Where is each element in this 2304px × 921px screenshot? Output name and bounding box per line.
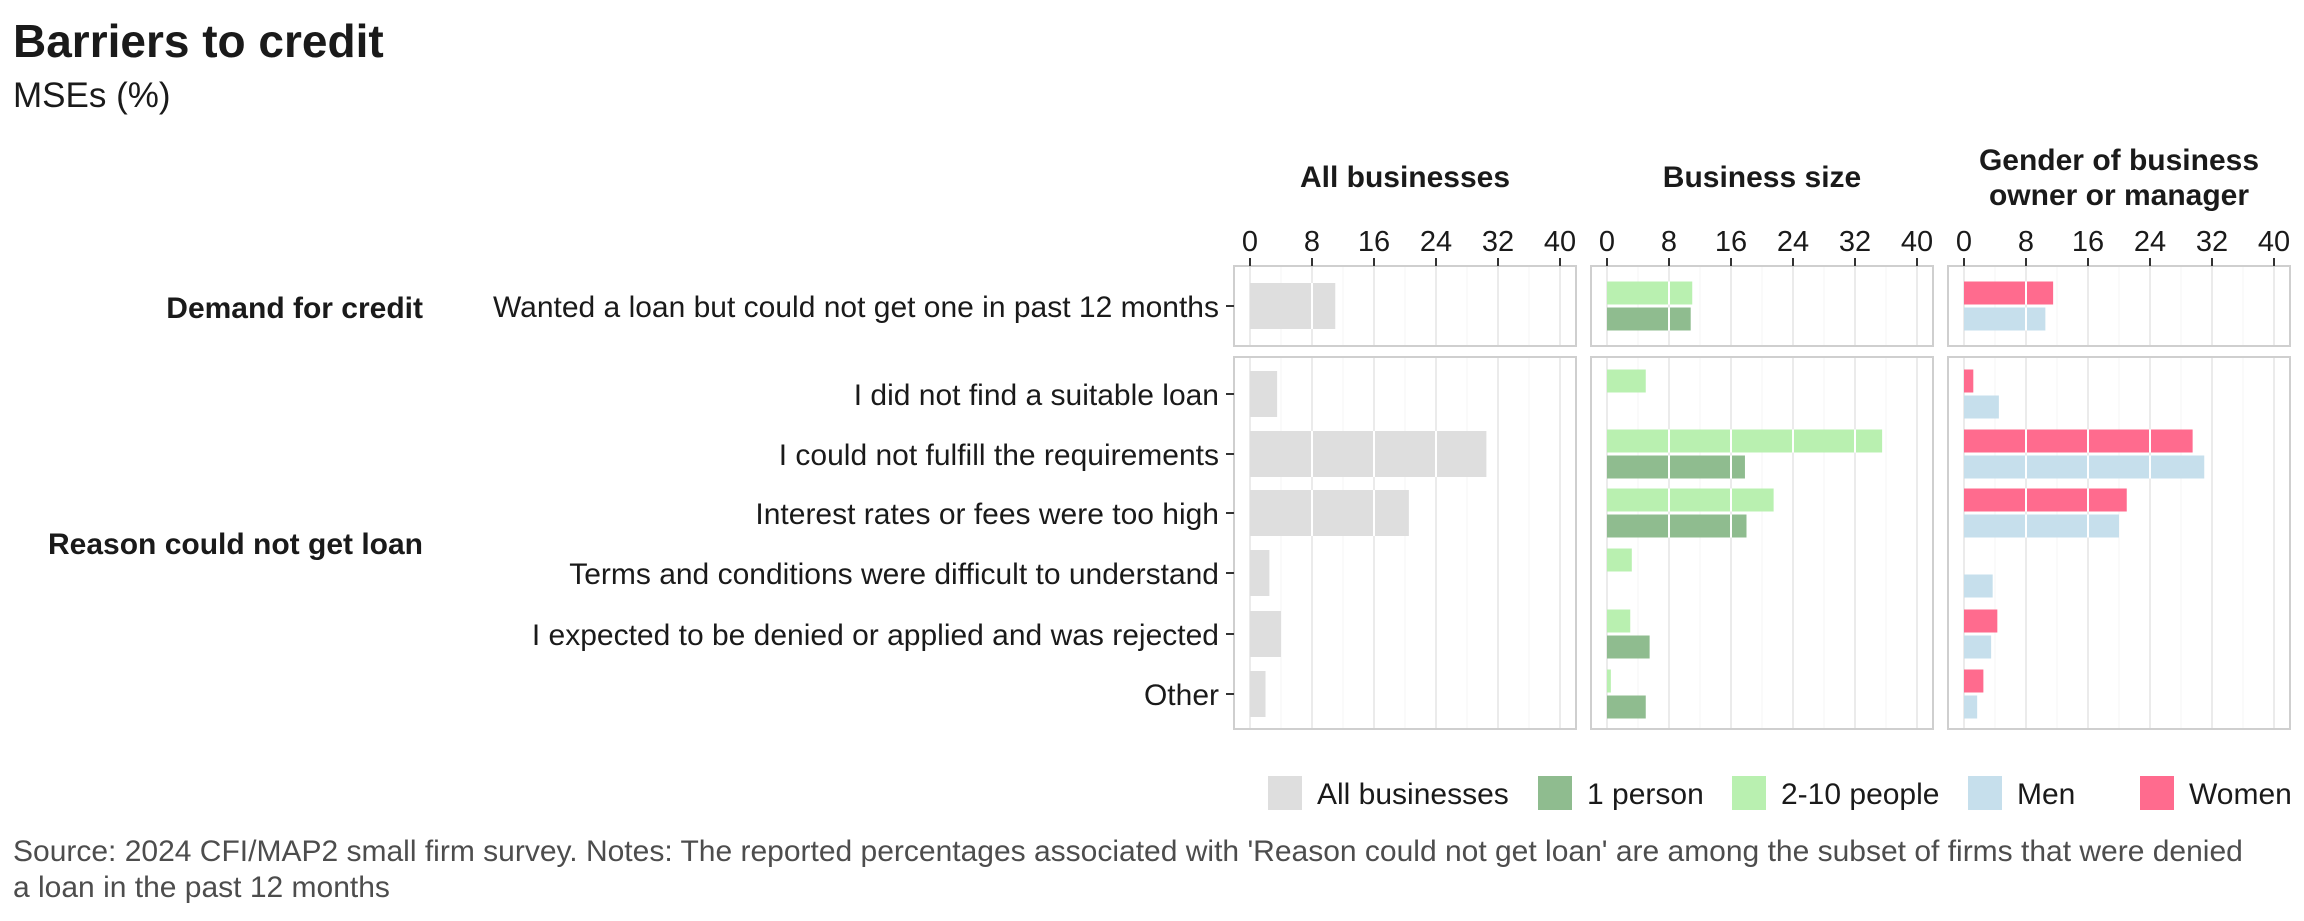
- category-label: Other: [1144, 679, 1219, 712]
- legend-label: Women: [2189, 778, 2292, 811]
- group-label: Demand for credit: [166, 292, 423, 325]
- bar: [1607, 514, 1747, 538]
- bar: [1250, 550, 1270, 596]
- source-note: Source: 2024 CFI/MAP2 small firm survey.…: [13, 835, 2243, 904]
- bar: [1964, 455, 2205, 479]
- x-tick-label: 0: [1599, 226, 1615, 258]
- bar: [1607, 281, 1693, 305]
- category-label: Wanted a loan but could not get one in p…: [493, 291, 1219, 324]
- bar: [1964, 369, 1974, 393]
- bar: [1964, 695, 1978, 719]
- legend-swatch: [1732, 776, 1766, 810]
- panel-title: Business size: [1663, 161, 1861, 194]
- panel-title: All businesses: [1300, 161, 1510, 194]
- legend-item: Women: [2140, 776, 2292, 811]
- bar: [1250, 283, 1336, 329]
- legend-swatch: [1968, 776, 2002, 810]
- x-tick-label: 0: [1242, 226, 1258, 258]
- legend-swatch: [1538, 776, 1572, 810]
- bar: [1250, 490, 1409, 536]
- x-tick-label: 8: [1661, 226, 1677, 258]
- bar: [1964, 429, 2193, 453]
- bar: [1607, 369, 1646, 393]
- bar: [1607, 488, 1774, 512]
- bar: [1607, 307, 1691, 331]
- category-label: Terms and conditions were difficult to u…: [569, 558, 1219, 591]
- bar: [1607, 695, 1646, 719]
- x-tick-label: 40: [1544, 226, 1576, 258]
- panel-2-row-0: [1947, 265, 2291, 347]
- bar: [1607, 635, 1650, 659]
- x-tick-label: 24: [1420, 226, 1452, 258]
- x-tick-label: 0: [1956, 226, 1972, 258]
- bar: [1964, 488, 2127, 512]
- panel-title: owner or manager: [1989, 179, 2249, 212]
- group-label: Reason could not get loan: [48, 528, 423, 561]
- panel-0-row-1: [1233, 356, 1577, 730]
- bar: [1964, 514, 2119, 538]
- category-label: I could not fulfill the requirements: [779, 439, 1219, 472]
- chart-title: Barriers to credit: [13, 15, 384, 67]
- bar: [1964, 307, 2046, 331]
- category-label: I did not find a suitable loan: [854, 379, 1219, 412]
- legend-label: Men: [2017, 778, 2075, 811]
- x-tick-label: 16: [1715, 226, 1747, 258]
- legend-label: 2-10 people: [1781, 778, 1939, 811]
- bar: [1964, 574, 1993, 598]
- legend-item: 2-10 people: [1732, 776, 1939, 811]
- legend-swatch: [2140, 776, 2174, 810]
- bar: [1964, 281, 2054, 305]
- legend-item: Men: [1968, 776, 2075, 811]
- x-tick-label: 40: [1901, 226, 1933, 258]
- chart-subtitle: MSEs (%): [13, 76, 171, 115]
- x-tick-label: 16: [2072, 226, 2104, 258]
- x-tick-label: 16: [1358, 226, 1390, 258]
- legend-item: 1 person: [1538, 776, 1704, 811]
- panel-title: Gender of business: [1979, 144, 2259, 177]
- x-tick-label: 8: [2018, 226, 2034, 258]
- bar: [1250, 431, 1487, 477]
- bar: [1964, 669, 1984, 693]
- legend-item: All businesses: [1268, 776, 1509, 811]
- panel-1-row-1: [1590, 356, 1934, 730]
- x-tick-label: 24: [1777, 226, 1809, 258]
- bar: [1607, 455, 1745, 479]
- x-tick-label: 32: [2196, 226, 2228, 258]
- legend-swatch: [1268, 776, 1302, 810]
- bar: [1964, 635, 1992, 659]
- x-tick-label: 32: [1839, 226, 1871, 258]
- bar: [1607, 429, 1883, 453]
- bar: [1607, 548, 1632, 572]
- panel-2-row-1: [1947, 356, 2291, 730]
- x-tick-label: 8: [1304, 226, 1320, 258]
- x-tick-label: 32: [1482, 226, 1514, 258]
- bar: [1250, 671, 1266, 717]
- x-tick-label: 24: [2134, 226, 2166, 258]
- legend-label: 1 person: [1587, 778, 1704, 811]
- bar: [1964, 395, 1999, 419]
- bar: [1250, 611, 1281, 657]
- legend-label: All businesses: [1317, 778, 1509, 811]
- bar: [1250, 371, 1278, 417]
- category-label: Interest rates or fees were too high: [755, 498, 1219, 531]
- bar: [1607, 609, 1631, 633]
- panel-1-row-0: [1590, 265, 1934, 347]
- category-label: I expected to be denied or applied and w…: [532, 619, 1219, 652]
- bar: [1607, 669, 1611, 693]
- bar: [1964, 609, 1998, 633]
- x-tick-label: 40: [2258, 226, 2290, 258]
